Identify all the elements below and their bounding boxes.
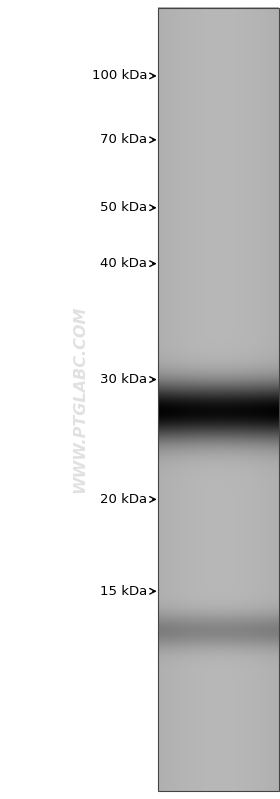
Text: 30 kDa: 30 kDa [100, 373, 147, 386]
Text: 50 kDa: 50 kDa [100, 201, 147, 214]
Text: 15 kDa: 15 kDa [100, 585, 147, 598]
Text: 40 kDa: 40 kDa [100, 257, 147, 270]
Text: 20 kDa: 20 kDa [100, 493, 147, 506]
Text: 100 kDa: 100 kDa [92, 70, 147, 82]
Text: 70 kDa: 70 kDa [100, 133, 147, 146]
Text: WWW.PTGLABC.COM: WWW.PTGLABC.COM [72, 306, 87, 493]
Bar [158, 8, 279, 791]
